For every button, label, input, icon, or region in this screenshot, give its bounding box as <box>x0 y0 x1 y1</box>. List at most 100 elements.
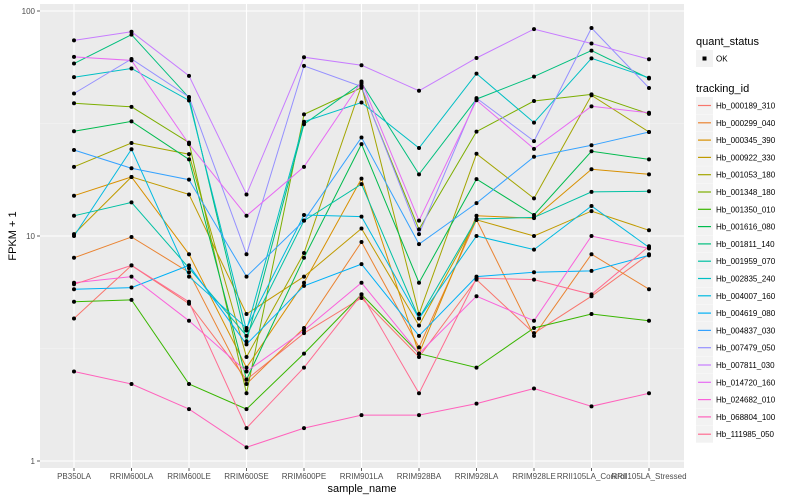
data-point <box>72 369 76 374</box>
legend-label: Hb_000922_330 <box>716 153 776 162</box>
data-point <box>417 413 421 418</box>
data-point <box>187 270 191 275</box>
data-point <box>244 192 249 197</box>
data-point <box>589 26 594 31</box>
data-point <box>647 318 651 323</box>
data-point <box>474 71 479 76</box>
legend-label: Hb_004619_080 <box>716 309 776 318</box>
x-tick-label: RRIM600PE <box>282 472 326 481</box>
data-point <box>532 318 536 323</box>
data-point <box>72 193 76 198</box>
data-point <box>589 143 594 148</box>
data-point <box>244 365 249 370</box>
legend-label: Hb_007479_050 <box>716 344 776 353</box>
legend-label: Hb_001616_080 <box>716 223 776 232</box>
data-point <box>359 63 364 68</box>
data-point <box>72 101 76 106</box>
data-point <box>244 426 249 431</box>
legend-title-quant-status: quant_status <box>696 36 759 48</box>
x-tick-label: RRIM928LE <box>512 472 556 481</box>
data-point <box>302 280 306 285</box>
data-point <box>187 157 191 162</box>
data-point <box>244 377 249 382</box>
data-point <box>417 227 421 232</box>
data-point <box>474 98 479 103</box>
data-point <box>72 299 76 304</box>
data-point <box>647 253 651 258</box>
data-point <box>532 196 536 201</box>
data-point <box>589 209 594 214</box>
data-point <box>129 119 134 124</box>
data-point <box>359 296 364 301</box>
data-point <box>647 391 651 396</box>
data-point <box>302 283 306 288</box>
data-point <box>187 73 191 78</box>
data-point <box>474 401 479 406</box>
data-point <box>359 280 364 285</box>
data-point <box>532 99 536 104</box>
data-point <box>417 242 421 247</box>
data-point <box>474 177 479 182</box>
data-point <box>532 27 536 32</box>
data-point <box>302 251 306 256</box>
data-point <box>187 274 191 279</box>
legend-label-ok: OK <box>716 55 728 64</box>
data-point <box>359 214 364 219</box>
data-point <box>589 41 594 46</box>
data-point <box>129 263 134 268</box>
data-point <box>187 381 191 386</box>
data-point <box>244 354 249 359</box>
data-point <box>532 270 536 275</box>
data-point <box>302 119 306 124</box>
data-point <box>187 98 191 103</box>
legend-title-tracking-id: tracking_id <box>696 83 749 95</box>
data-point <box>474 151 479 156</box>
data-point <box>474 276 479 281</box>
data-point <box>589 203 594 208</box>
data-point <box>302 351 306 356</box>
data-point <box>244 312 249 317</box>
data-point <box>532 215 536 220</box>
data-point <box>302 255 306 260</box>
data-point <box>359 182 364 187</box>
data-point <box>589 104 594 109</box>
data-point <box>589 92 594 97</box>
ok-point-icon <box>702 56 707 61</box>
data-point <box>589 56 594 61</box>
data-point <box>302 55 306 60</box>
data-point <box>417 351 421 356</box>
y-axis: 1 10 100 <box>22 7 40 466</box>
data-point <box>474 56 479 61</box>
data-point <box>129 174 134 179</box>
data-point <box>72 316 76 321</box>
legend-label: Hb_001053_180 <box>716 171 776 180</box>
data-point <box>359 176 364 181</box>
x-tick-label: RRIM928BA <box>397 472 442 481</box>
data-point <box>474 294 479 299</box>
data-point <box>244 381 249 386</box>
legend-label: Hb_001959_070 <box>716 257 776 266</box>
data-point <box>129 200 134 205</box>
data-point <box>72 129 76 134</box>
data-point <box>647 110 651 115</box>
data-point <box>532 146 536 151</box>
data-point <box>474 234 479 238</box>
data-point <box>417 232 421 237</box>
data-point <box>244 369 249 374</box>
data-point <box>647 244 651 249</box>
legend-label: Hb_002835_240 <box>716 275 776 284</box>
data-point <box>187 252 191 257</box>
data-point <box>417 316 421 321</box>
x-tick-label: RRIM901LA <box>340 472 384 481</box>
data-point <box>302 218 306 223</box>
data-point <box>72 75 76 80</box>
data-point <box>129 166 134 171</box>
data-point <box>417 172 421 177</box>
data-point <box>417 146 421 151</box>
x-tick-label: RRII105LA_Control <box>557 472 627 481</box>
data-point <box>244 274 249 279</box>
data-point <box>129 58 134 63</box>
data-point <box>187 192 191 197</box>
data-point <box>244 407 249 412</box>
data-point <box>532 386 536 391</box>
